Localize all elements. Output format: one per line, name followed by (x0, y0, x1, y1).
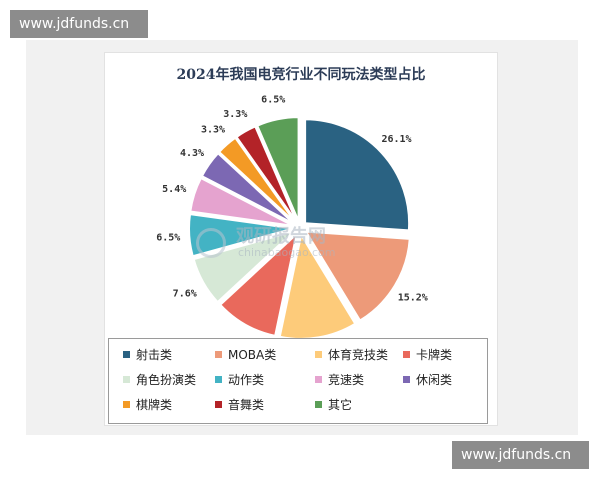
legend-item: 其它 (315, 397, 352, 413)
pie-value-label: 7.6% (173, 288, 197, 299)
legend-item: 体育竞技类 (315, 347, 388, 363)
pie-value-label: 6.5% (261, 95, 285, 106)
pie-value-label: 3.3% (201, 125, 225, 136)
legend-label: 音舞类 (228, 398, 265, 412)
legend-item: 射击类 (123, 347, 172, 363)
pie-slice (200, 151, 295, 225)
legend-label: 休闲类 (416, 373, 453, 387)
pie-slice (218, 231, 299, 338)
pie-value-label: 26.1% (381, 134, 411, 145)
legend-swatch (123, 401, 130, 408)
pie-value-label: 4.3% (180, 148, 204, 159)
legend-label: 体育竞技类 (328, 348, 389, 362)
pie-slices (188, 116, 411, 340)
legend-swatch (315, 351, 322, 358)
pie-slice (304, 230, 411, 322)
legend-label: 角色扮演类 (136, 373, 197, 387)
legend-label: 卡牌类 (416, 348, 453, 362)
pie-slice (217, 136, 297, 224)
pie-slice (189, 176, 294, 227)
legend-swatch (215, 351, 222, 358)
pie-value-label: 6.5% (156, 233, 180, 244)
watermark-top: www.jdfunds.cn (10, 10, 148, 38)
legend-swatch (403, 376, 410, 383)
legend-item: 动作类 (215, 372, 264, 388)
pie-slice (278, 232, 357, 340)
pie-slice (304, 118, 411, 232)
legend-label: MOBA类 (228, 348, 277, 362)
watermark-bottom: www.jdfunds.cn (452, 441, 589, 469)
pie-value-label: 5.4% (162, 184, 186, 195)
legend-label: 其它 (328, 398, 353, 412)
legend-label: 射击类 (136, 348, 173, 362)
legend-item: 卡牌类 (403, 347, 452, 363)
pie-slice (188, 213, 294, 258)
pie-slice (192, 230, 295, 304)
pie-slice (235, 125, 298, 223)
legend-swatch (215, 376, 222, 383)
legend-swatch (215, 401, 222, 408)
legend-item: 竞速类 (315, 372, 364, 388)
chart-title: 2024年我国电竞行业不同玩法类型占比 (176, 67, 426, 83)
legend-swatch (123, 351, 130, 358)
legend-item: 音舞类 (215, 397, 264, 413)
legend-item: 休闲类 (403, 372, 452, 388)
legend-swatch (403, 351, 410, 358)
pie-value-label: 3.3% (223, 109, 247, 120)
legend-swatch (315, 376, 322, 383)
pie-value-label: 15.2% (398, 293, 428, 304)
legend-label: 竞速类 (328, 373, 365, 387)
chart-legend: 射击类 MOBA类 体育竞技类 卡牌类角色扮演类 动作类 竞速类 休闲类棋牌类 音舞类 其它 (108, 338, 488, 424)
legend-swatch (123, 376, 130, 383)
pie-slice (255, 116, 300, 222)
legend-swatch (315, 401, 322, 408)
legend-item: MOBA类 (215, 347, 276, 363)
legend-label: 棋牌类 (136, 398, 173, 412)
legend-label: 动作类 (228, 373, 265, 387)
legend-item: 棋牌类 (123, 397, 172, 413)
legend-item: 角色扮演类 (123, 372, 196, 388)
